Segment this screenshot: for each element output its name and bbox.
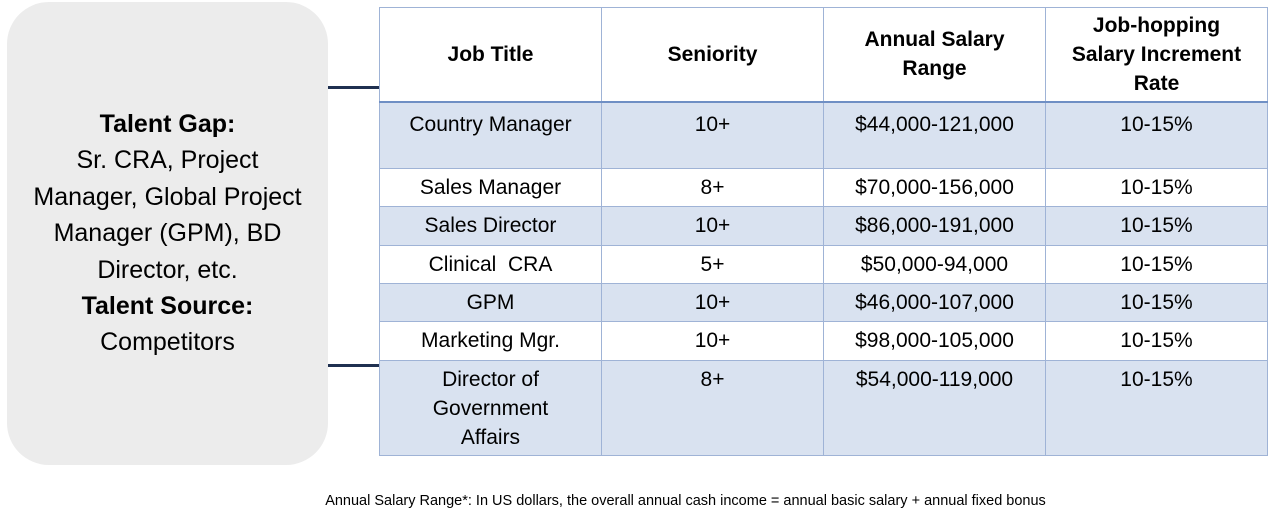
talent-source-text: Competitors: [100, 328, 235, 357]
talent-gap-heading: Talent Gap:: [99, 110, 236, 139]
header-job-title: Job Title: [379, 7, 602, 103]
cell-seniority: 10+: [601, 283, 824, 322]
cell-job-title: Clinical CRA: [379, 245, 602, 284]
cell-job-title: Director of Government Affairs: [379, 360, 602, 456]
table-row: Director of Government Affairs 8+ $54,00…: [379, 360, 1268, 456]
cell-job-title: GPM: [379, 283, 602, 322]
table-row: Sales Manager 8+ $70,000-156,000 10-15%: [379, 168, 1268, 207]
talent-source-heading: Talent Source:: [81, 292, 254, 321]
cell-seniority: 10+: [601, 101, 824, 169]
cell-job-title: Sales Manager: [379, 168, 602, 207]
cell-salary: $50,000-94,000: [823, 245, 1046, 284]
table-header-row: Job Title Seniority Annual Salary Range …: [379, 7, 1268, 103]
cell-salary: $46,000-107,000: [823, 283, 1046, 322]
cell-rate: 10-15%: [1045, 101, 1268, 169]
cell-rate: 10-15%: [1045, 245, 1268, 284]
table-row: GPM 10+ $46,000-107,000 10-15%: [379, 283, 1268, 322]
cell-seniority: 5+: [601, 245, 824, 284]
cell-job-title: Country Manager: [379, 101, 602, 169]
cell-seniority: 10+: [601, 321, 824, 361]
table-row: Marketing Mgr. 10+ $98,000-105,000 10-15…: [379, 321, 1268, 361]
cell-seniority: 8+: [601, 360, 824, 456]
talent-gap-line: Sr. CRA, Project: [76, 146, 259, 175]
table-row: Country Manager 10+ $44,000-121,000 10-1…: [379, 101, 1268, 169]
cell-seniority: 8+: [601, 168, 824, 207]
cell-salary: $44,000-121,000: [823, 101, 1046, 169]
connector-line-bottom: [328, 364, 380, 367]
table-row: Sales Director 10+ $86,000-191,000 10-15…: [379, 206, 1268, 246]
cell-salary: $54,000-119,000: [823, 360, 1046, 456]
cell-job-title: Sales Director: [379, 206, 602, 246]
talent-gap-line: Manager (GPM), BD: [53, 219, 282, 248]
table-row: Clinical CRA 5+ $50,000-94,000 10-15%: [379, 245, 1268, 284]
cell-salary: $98,000-105,000: [823, 321, 1046, 361]
talent-gap-line: Director, etc.: [97, 255, 238, 284]
talent-gap-line: Manager, Global Project: [33, 182, 302, 211]
cell-rate: 10-15%: [1045, 283, 1268, 322]
cell-rate: 10-15%: [1045, 168, 1268, 207]
header-increment-rate: Job-hopping Salary Increment Rate: [1045, 7, 1268, 103]
cell-seniority: 10+: [601, 206, 824, 246]
cell-rate: 10-15%: [1045, 206, 1268, 246]
cell-job-title: Marketing Mgr.: [379, 321, 602, 361]
cell-salary: $86,000-191,000: [823, 206, 1046, 246]
header-annual-salary-range: Annual Salary Range: [823, 7, 1046, 103]
cell-rate: 10-15%: [1045, 360, 1268, 456]
cell-salary: $70,000-156,000: [823, 168, 1046, 207]
footnote: Annual Salary Range*: In US dollars, the…: [325, 493, 1046, 509]
connector-line-top: [328, 86, 380, 89]
salary-table: Job Title Seniority Annual Salary Range …: [379, 7, 1268, 456]
talent-gap-panel: Talent Gap: Sr. CRA, Project Manager, Gl…: [7, 2, 328, 465]
cell-rate: 10-15%: [1045, 321, 1268, 361]
header-seniority: Seniority: [601, 7, 824, 103]
